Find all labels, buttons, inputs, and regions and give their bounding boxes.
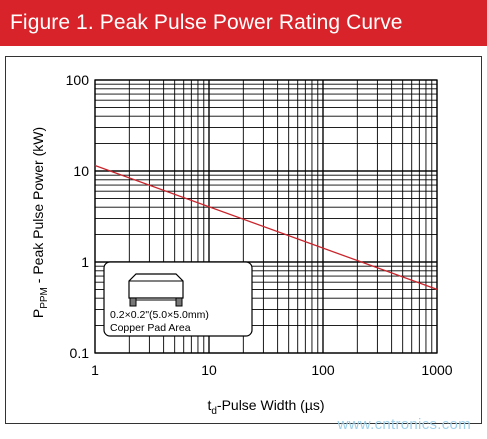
inset-text-label: Copper Pad Area bbox=[110, 322, 191, 334]
y-tick-label: 100 bbox=[66, 72, 90, 88]
y-tick-label: 1 bbox=[81, 254, 89, 270]
x-tick-label: 10 bbox=[201, 362, 217, 378]
y-axis-label: PPPM - Peak Pulse Power (kW) bbox=[30, 127, 50, 318]
package-lead-right bbox=[175, 297, 183, 307]
figure-title-bar: Figure 1. Peak Pulse Power Rating Curve bbox=[0, 0, 487, 46]
series-line bbox=[94, 164, 438, 291]
package-icon bbox=[128, 273, 184, 307]
y-axis-label-rest: - Peak Pulse Power (kW) bbox=[30, 127, 46, 287]
y-axis-label-sub: PPM bbox=[39, 287, 50, 309]
x-axis-label-main: t bbox=[207, 397, 211, 413]
x-axis-label-sub: d bbox=[211, 406, 217, 417]
figure-title: Figure 1. Peak Pulse Power Rating Curve bbox=[10, 11, 403, 34]
y-tick-label: 0.1 bbox=[70, 345, 90, 361]
x-tick-label: 1000 bbox=[421, 362, 452, 378]
package-lead-left bbox=[129, 297, 137, 307]
series-layer bbox=[94, 164, 438, 291]
watermark-text: www.cntronics.com bbox=[337, 416, 471, 433]
package-inset: 0.2×0.2"(5.0×5.0mm) Copper Pad Area bbox=[103, 261, 253, 337]
x-axis-label: td-Pulse Width (µs) bbox=[207, 397, 324, 417]
package-body-top bbox=[128, 273, 184, 299]
x-tick-label: 1 bbox=[91, 362, 99, 378]
inset-text-dimensions: 0.2×0.2"(5.0×5.0mm) bbox=[110, 309, 209, 321]
y-axis-label-main: P bbox=[30, 309, 46, 318]
plot-border bbox=[94, 79, 438, 354]
y-tick-label: 10 bbox=[73, 163, 89, 179]
x-tick-label: 100 bbox=[311, 362, 335, 378]
x-axis-label-rest: -Pulse Width (µs) bbox=[217, 397, 325, 413]
